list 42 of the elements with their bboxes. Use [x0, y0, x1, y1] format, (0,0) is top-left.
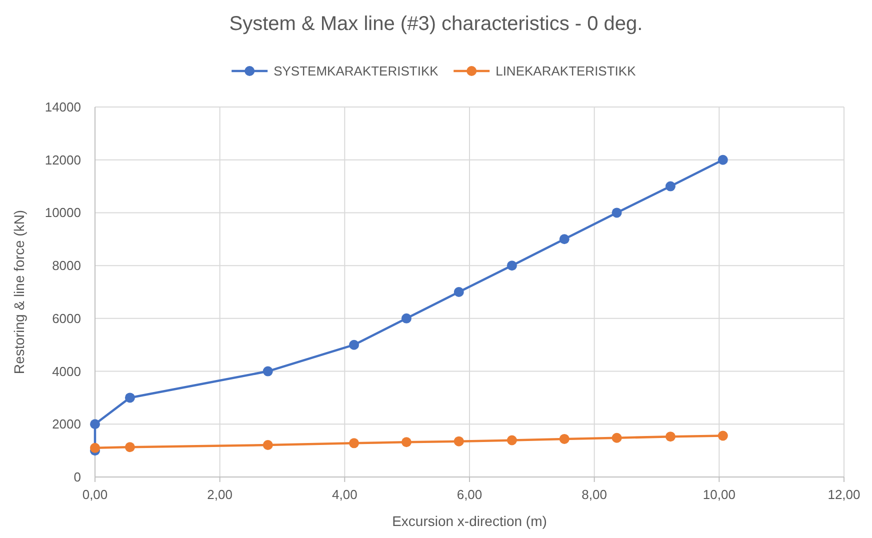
point: [124, 392, 135, 403]
x-axis-title: Excursion x-direction (m): [392, 513, 547, 529]
x-tick-label: 6,00: [456, 487, 482, 502]
y-tick-label: 10000: [44, 205, 81, 220]
point: [90, 419, 100, 430]
legend-label: LINEKARAKTERISTIKK: [496, 64, 636, 78]
x-tick-label: 4,00: [332, 487, 358, 502]
point: [454, 436, 464, 446]
y-tick-label: 12000: [44, 152, 81, 168]
point: [262, 366, 273, 376]
point: [665, 432, 676, 442]
x-tick-label: 8,00: [582, 487, 607, 502]
point: [90, 442, 100, 453]
chart-title: System & Max line (#3) characteristics - 0 deg.: [229, 13, 643, 35]
point: [718, 154, 728, 165]
point: [401, 313, 412, 324]
x-tick-label: 0,00: [82, 487, 108, 502]
point: [262, 440, 273, 450]
point: [124, 442, 135, 452]
x-tick-label: 10,00: [702, 487, 736, 502]
point: [612, 432, 622, 443]
y-axis-title: Restoring & line force (kN): [11, 210, 27, 374]
point: [665, 181, 676, 192]
y-tick-label: 14000: [44, 100, 81, 114]
point: [401, 437, 412, 448]
x-tick-label: 12,00: [828, 487, 860, 502]
point: [506, 435, 517, 446]
legend-label: SYSTEMKARAKTERISTIKK: [274, 64, 439, 78]
y-tick-label: 0: [74, 470, 81, 484]
point: [612, 208, 622, 218]
point: [454, 287, 464, 297]
point: [559, 234, 570, 244]
point: [718, 430, 728, 441]
point: [349, 438, 360, 448]
y-tick-label: 6000: [52, 310, 81, 326]
y-tick-label: 8000: [52, 258, 81, 274]
y-tick-label: 2000: [52, 416, 81, 432]
x-tick-label: 2,00: [207, 487, 232, 502]
point: [349, 340, 360, 350]
point: [506, 260, 517, 271]
point: [559, 434, 570, 444]
y-tick-label: 4000: [52, 364, 81, 379]
